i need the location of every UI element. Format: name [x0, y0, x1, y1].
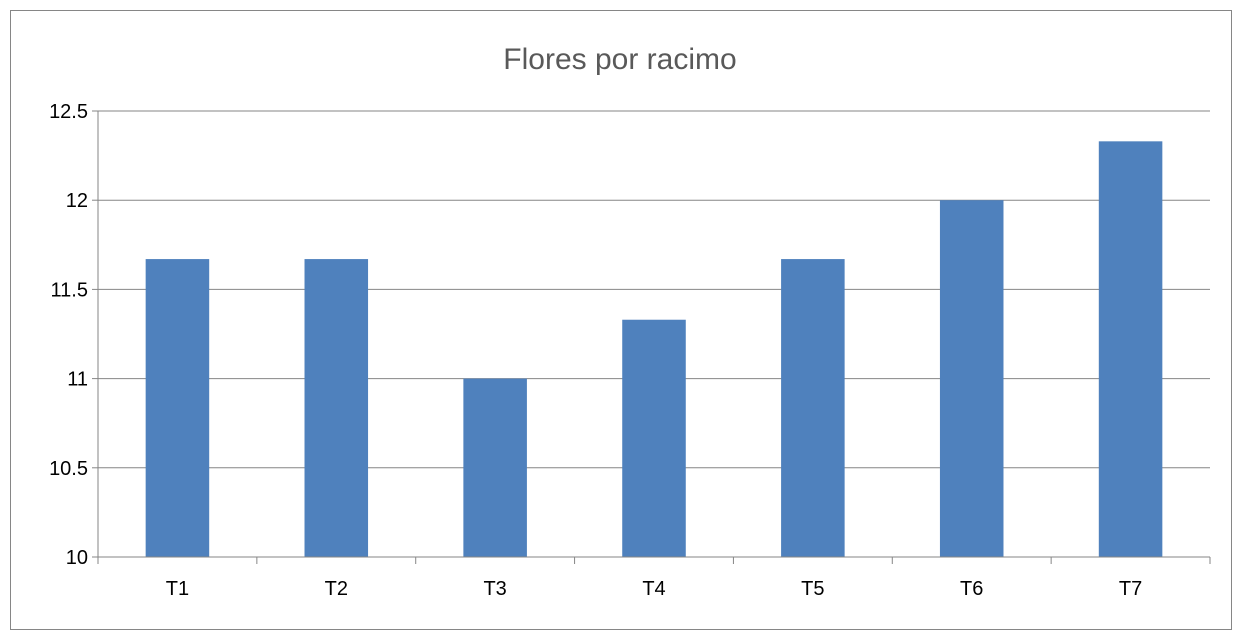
chart-frame	[10, 10, 1232, 630]
y-tick-label: 10.5	[49, 458, 88, 480]
bar	[304, 259, 369, 557]
bar	[622, 319, 686, 557]
x-tick-label: T5	[801, 578, 824, 600]
y-tick-label: 11.5	[51, 279, 88, 301]
bar	[463, 378, 527, 557]
bar	[781, 259, 845, 557]
x-axis-tick-labels: T1 T2 T3 T4 T5 T6 T7	[166, 578, 1142, 600]
y-tick-label: 11	[67, 369, 88, 391]
bar	[1098, 141, 1163, 557]
y-axis-tick-labels: 10 10.5 11 11.5 12 12.5	[49, 101, 88, 569]
x-tick-label: T2	[325, 578, 348, 600]
y-tick-label: 12	[66, 190, 88, 212]
x-tick-label: T3	[483, 578, 506, 600]
x-tick-label: T4	[642, 578, 665, 600]
y-tick-label: 12.5	[49, 101, 88, 123]
y-tick-label: 10	[66, 547, 88, 569]
x-tick-label: T6	[960, 578, 983, 600]
axes	[92, 110, 1211, 564]
bars	[145, 141, 1163, 557]
x-tick-label: T7	[1119, 578, 1142, 600]
x-tick-label: T1	[166, 578, 189, 600]
chart-title: Flores por racimo	[503, 43, 736, 76]
bar	[939, 200, 1004, 557]
bar	[145, 259, 210, 557]
